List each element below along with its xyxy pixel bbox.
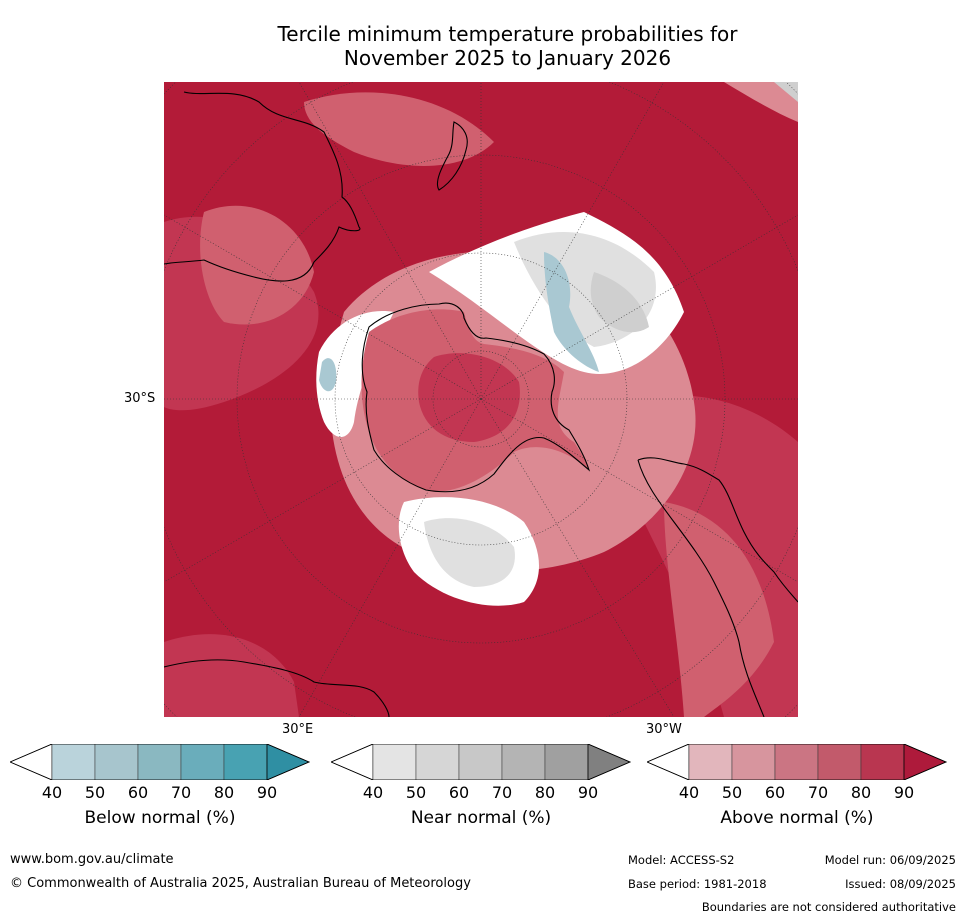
- region-near-50: [424, 518, 515, 587]
- colorbar-near-label: Near normal (%): [410, 808, 552, 828]
- tick-near-90: 90: [577, 783, 599, 802]
- tick-above-80: 80: [850, 783, 872, 802]
- lon-label-30e: 30°E: [282, 722, 314, 737]
- region-above-70: [304, 92, 494, 166]
- region-above-60: [724, 82, 798, 122]
- tick-above-40: 40: [678, 783, 700, 802]
- tick-near-60: 60: [448, 783, 470, 802]
- tick-near-50: 50: [405, 783, 427, 802]
- colorbar-below-svg: [8, 743, 311, 781]
- title-line-2: November 2025 to January 2026: [343, 46, 672, 70]
- colorbar-below-label: Below normal (%): [84, 808, 236, 828]
- footer-issued: Issued: 08/09/2025: [845, 877, 956, 891]
- title-line-1: Tercile minimum temperature probabilitie…: [277, 22, 738, 46]
- colorbar-below-normal: [8, 743, 311, 784]
- tick-above-50: 50: [721, 783, 743, 802]
- colorbar-above-normal: [645, 743, 948, 784]
- tick-above-70: 70: [807, 783, 829, 802]
- colorbar-above-label: Above normal (%): [720, 808, 874, 828]
- tick-near-70: 70: [491, 783, 513, 802]
- region-above-70: [200, 205, 314, 325]
- footer-disclaimer: Boundaries are not considered authoritat…: [701, 900, 956, 914]
- tick-below-40: 40: [41, 783, 63, 802]
- footer-base-period: Base period: 1981-2018: [628, 877, 767, 891]
- footer-copyright: © Commonwealth of Australia 2025, Austra…: [10, 876, 471, 891]
- tick-near-40: 40: [362, 783, 384, 802]
- tick-below-70: 70: [170, 783, 192, 802]
- tick-near-80: 80: [534, 783, 556, 802]
- coastlines: [164, 91, 798, 717]
- lon-label-30w: 30°W: [646, 722, 682, 737]
- footer-model-run: Model run: 06/09/2025: [824, 853, 956, 867]
- tick-below-60: 60: [127, 783, 149, 802]
- lat-label-30s: 30°S: [124, 391, 156, 406]
- region-near-60: [590, 272, 649, 333]
- tick-below-50: 50: [84, 783, 106, 802]
- colorbar-near-svg: [329, 743, 632, 781]
- region-above-80: [164, 634, 299, 717]
- graticule: [164, 82, 798, 717]
- tick-below-80: 80: [213, 783, 235, 802]
- polar-map-svg: [164, 82, 798, 717]
- colorbar-above-svg: [645, 743, 948, 781]
- region-below-50: [319, 358, 337, 392]
- footer-model: Model: ACCESS-S2: [628, 853, 735, 867]
- region-above-70: [664, 502, 774, 717]
- probability-map[interactable]: [164, 82, 798, 717]
- region-near-60: [774, 82, 798, 102]
- map-title: Tercile minimum temperature probabilitie…: [0, 22, 965, 70]
- tick-above-60: 60: [764, 783, 786, 802]
- footer-url[interactable]: www.bom.gov.au/climate: [10, 852, 174, 867]
- tick-below-90: 90: [256, 783, 278, 802]
- tick-above-90: 90: [893, 783, 915, 802]
- colorbar-near-normal: [329, 743, 632, 784]
- region-below-50: [544, 252, 599, 372]
